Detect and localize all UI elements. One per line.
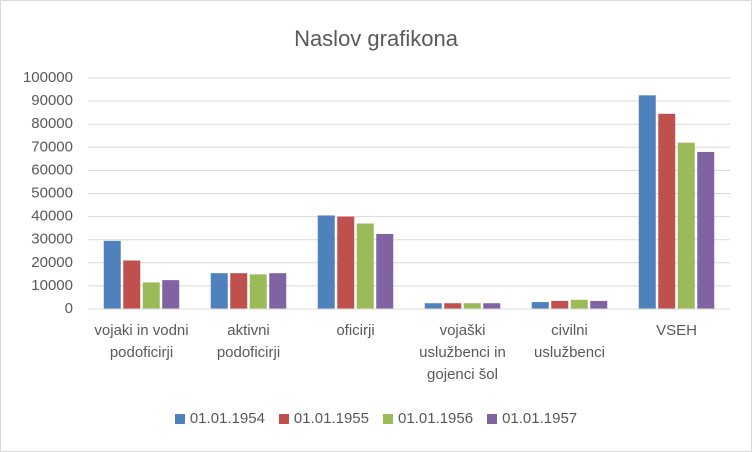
legend-label: 01.01.1956 xyxy=(398,410,474,427)
bar xyxy=(142,282,160,309)
y-tick-label: 60000 xyxy=(31,161,73,178)
legend-item: 01.01.1956 xyxy=(383,410,473,427)
bar xyxy=(677,142,695,309)
x-tick-label: oficirji xyxy=(336,322,375,339)
bar xyxy=(463,303,481,309)
y-tick-label: 80000 xyxy=(31,115,73,132)
legend: 01.01.1954 01.01.1955 01.01.1956 01.01.1957 xyxy=(0,410,752,427)
legend-item: 01.01.1954 xyxy=(174,410,265,427)
legend-label: 01.01.1957 xyxy=(502,410,578,427)
x-tick-label: aktivni podoficirji xyxy=(216,322,281,361)
y-tick-label: 40000 xyxy=(31,208,73,225)
bar xyxy=(162,280,180,309)
x-tick-label: vojaki in vodni podoficirji xyxy=(94,322,189,361)
bar xyxy=(249,274,267,309)
bar xyxy=(123,260,141,309)
y-tick-label: 70000 xyxy=(31,138,73,155)
bar xyxy=(570,299,588,309)
y-tick-label: 100000 xyxy=(23,69,73,86)
legend-swatch xyxy=(278,413,289,424)
bar xyxy=(551,300,569,309)
x-tick-label: civilni uslužbenci xyxy=(534,322,605,361)
bar xyxy=(424,303,442,309)
bar xyxy=(103,240,121,309)
legend-swatch xyxy=(174,413,185,424)
bar xyxy=(444,303,462,309)
y-tick-label: 10000 xyxy=(31,277,73,294)
legend-swatch xyxy=(383,413,393,424)
legend-item: 01.01.1957 xyxy=(487,410,577,427)
legend-label: 01.01.1955 xyxy=(293,410,369,427)
legend-label: 01.01.1954 xyxy=(189,410,265,427)
bar xyxy=(697,151,715,309)
x-tick-label: VSEH xyxy=(656,322,697,339)
bar xyxy=(210,273,228,309)
y-tick-label: 20000 xyxy=(31,254,73,271)
bar xyxy=(483,303,501,309)
y-tick-label: 50000 xyxy=(31,184,73,201)
chart-title: Naslov grafikona xyxy=(294,26,459,51)
bar xyxy=(337,216,355,309)
y-tick-label: 0 xyxy=(65,300,73,317)
legend-swatch xyxy=(487,413,498,424)
bar xyxy=(269,273,287,309)
bar xyxy=(590,300,608,309)
bar xyxy=(317,215,335,309)
bar xyxy=(376,233,394,309)
bar xyxy=(230,273,248,309)
bar xyxy=(658,113,676,310)
bar xyxy=(638,95,656,309)
y-tick-label: 90000 xyxy=(31,92,73,109)
legend-item: 01.01.1955 xyxy=(278,410,369,427)
x-tick-label: vojaški uslužbenci in gojenci šol xyxy=(419,322,506,383)
bar xyxy=(531,302,549,309)
y-tick-label: 30000 xyxy=(31,231,73,248)
bar xyxy=(356,223,374,309)
